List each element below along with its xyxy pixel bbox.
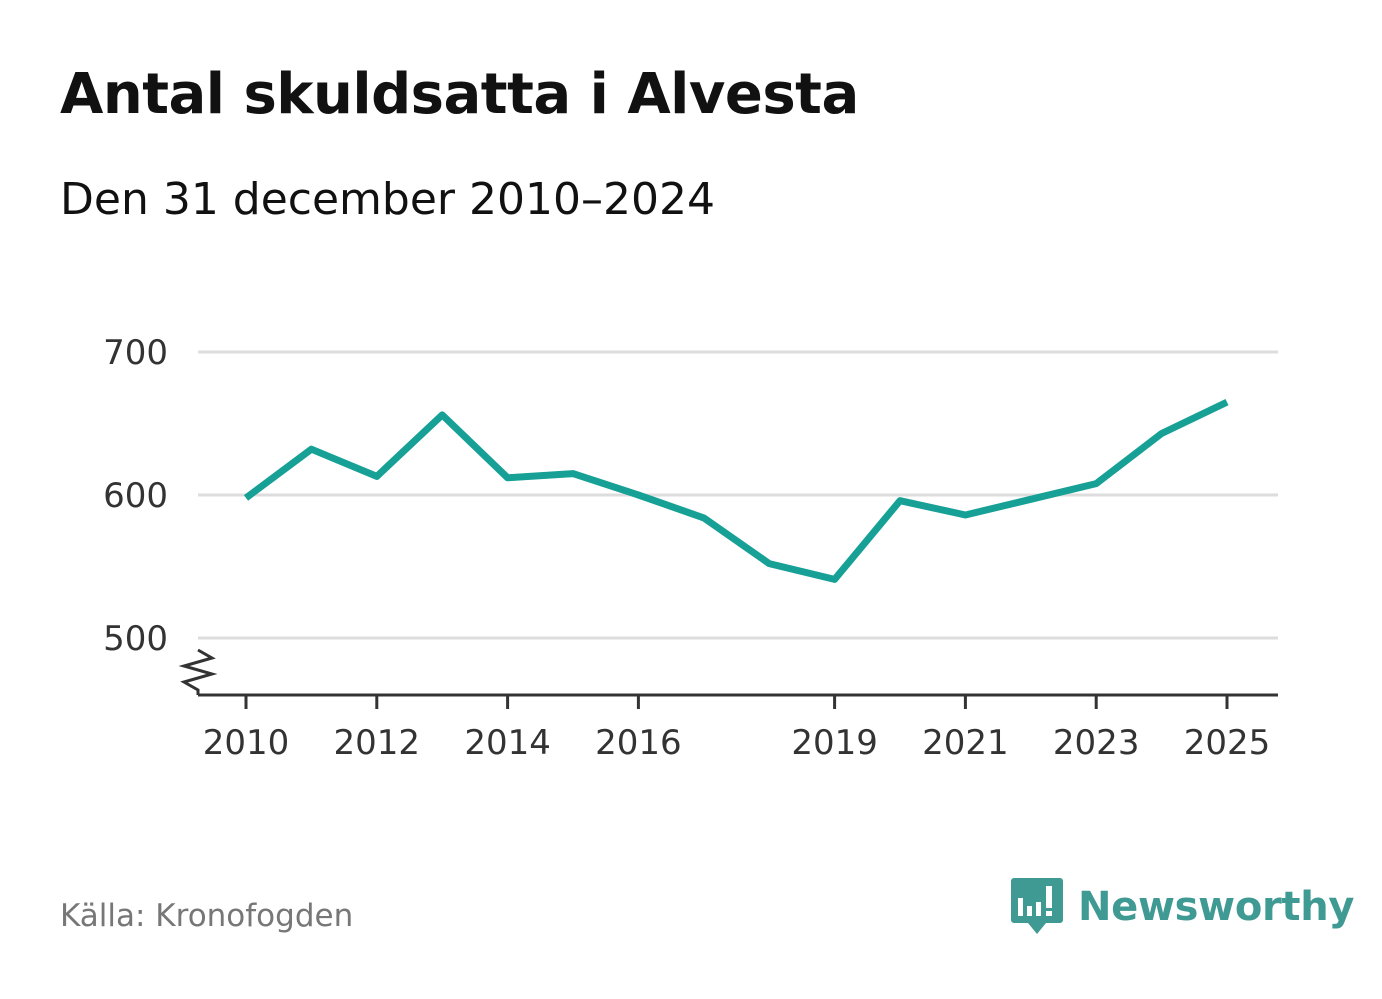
data-point-2017: [700, 514, 707, 521]
brand-name: Newsworthy: [1078, 884, 1355, 930]
x-tick-label-2021: 2021: [922, 723, 1009, 763]
chart-subtitle: Den 31 december 2010–2024: [60, 174, 715, 225]
x-tick-label-2014: 2014: [464, 723, 551, 763]
data-point-2025: [1224, 399, 1231, 406]
x-tick-label-2023: 2023: [1053, 723, 1140, 763]
gridlines: [198, 350, 1278, 640]
axis-break-marker: [178, 648, 218, 695]
y-tick-label-500: 500: [103, 619, 168, 659]
data-point-2012: [373, 473, 380, 480]
data-point-2014: [504, 474, 511, 481]
data-point-2020: [897, 497, 904, 504]
y-tick-label-700: 700: [103, 333, 168, 373]
data-point-2019: [831, 576, 838, 583]
x-tick-label-2012: 2012: [334, 723, 421, 763]
data-point-2022: [1027, 496, 1034, 503]
newsworthy-logo[interactable]: Newsworthy: [1010, 876, 1355, 938]
chart-title: Antal skuldsatta i Alvesta: [60, 62, 859, 127]
data-point-2013: [439, 411, 446, 418]
data-point-2015: [570, 470, 577, 477]
data-point-2024: [1158, 430, 1165, 437]
bar-chart-icon: [1011, 878, 1063, 934]
data-point-2021: [962, 512, 969, 519]
x-tick-label-2010: 2010: [203, 723, 290, 763]
data-point-2023: [1093, 480, 1100, 487]
source-note: Källa: Kronofogden: [60, 898, 354, 934]
x-tick-label-2016: 2016: [595, 723, 682, 763]
axes: 500 600 700 2010 2012 2014 2016 2019 2021 2023 202…: [103, 333, 1278, 763]
series: [243, 398, 1231, 583]
series-line-0: [243, 398, 1229, 583]
data-point-2018: [766, 560, 773, 567]
data-point-2010: [243, 494, 250, 501]
y-tick-label-600: 600: [103, 476, 168, 516]
data-point-2011: [308, 446, 315, 453]
x-tick-label-2019: 2019: [791, 723, 878, 763]
data-point-2016: [635, 492, 642, 499]
x-tick-label-2025: 2025: [1184, 723, 1271, 763]
